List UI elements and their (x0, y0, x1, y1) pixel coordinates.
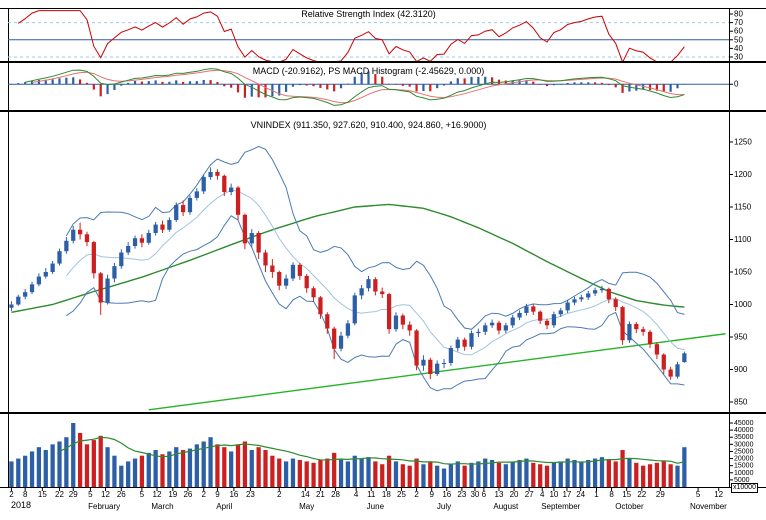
svg-text:950: 950 (734, 333, 748, 342)
svg-text:40: 40 (734, 44, 743, 53)
volume-unit-label: x10000 (731, 483, 758, 493)
svg-text:2: 2 (414, 490, 419, 499)
svg-text:10: 10 (549, 490, 558, 499)
bollinger-bands (65, 145, 685, 392)
svg-text:50: 50 (734, 35, 743, 44)
volume-moving-average (59, 436, 685, 465)
svg-text:5: 5 (140, 490, 145, 499)
svg-text:22: 22 (637, 490, 646, 499)
svg-text:13: 13 (495, 490, 504, 499)
svg-text:17: 17 (562, 490, 571, 499)
svg-text:30: 30 (734, 53, 743, 62)
svg-text:9: 9 (215, 490, 220, 499)
svg-text:25000: 25000 (734, 448, 754, 455)
candlestick-series (9, 167, 687, 380)
svg-text:1150: 1150 (734, 203, 752, 212)
svg-text:900: 900 (734, 365, 748, 374)
svg-text:60: 60 (734, 27, 743, 36)
svg-text:May: May (299, 502, 314, 511)
rsi-line (18, 10, 685, 61)
svg-text:1100: 1100 (734, 235, 752, 244)
svg-text:70: 70 (734, 18, 743, 27)
svg-text:8: 8 (23, 490, 28, 499)
rsi-reference-lines (8, 22, 729, 58)
svg-text:28: 28 (331, 490, 340, 499)
svg-text:September: September (541, 502, 580, 511)
x-axis-labels: 2 8 15 22 29 5 12 26 5 12 19 26 2 9 16 23 2 14 21 28 4 11 18 25… (9, 488, 727, 511)
svg-text:4: 4 (540, 490, 545, 499)
svg-text:2: 2 (9, 490, 14, 499)
svg-text:August: August (493, 502, 519, 511)
svg-text:25: 25 (397, 490, 406, 499)
svg-text:23: 23 (457, 490, 466, 499)
volume-axis-labels: 5000100001500020000250003000035000400004… (729, 420, 754, 484)
svg-text:850: 850 (734, 398, 748, 407)
svg-text:27: 27 (525, 490, 534, 499)
svg-text:16: 16 (229, 490, 238, 499)
svg-text:23: 23 (246, 490, 255, 499)
svg-text:21: 21 (316, 490, 325, 499)
svg-text:10000: 10000 (734, 470, 754, 477)
svg-text:9: 9 (429, 490, 434, 499)
svg-text:2: 2 (201, 490, 206, 499)
svg-text:2: 2 (277, 490, 282, 499)
volume-bars (9, 423, 687, 487)
svg-text:12: 12 (714, 490, 723, 499)
svg-text:April: April (216, 502, 232, 511)
panel-separators (0, 8, 766, 488)
x-axis-year-label: 2018 (11, 500, 32, 510)
svg-text:29: 29 (656, 490, 665, 499)
svg-text:20: 20 (510, 490, 519, 499)
svg-text:November: November (690, 502, 727, 511)
svg-text:4: 4 (354, 490, 359, 499)
macd-signal-line (31, 69, 685, 104)
svg-text:8: 8 (609, 490, 614, 499)
svg-text:0: 0 (734, 80, 739, 89)
price-axis-labels: 850 900 950 1000 1050 1100 1150 1200 1250 (729, 138, 752, 407)
svg-text:15: 15 (622, 490, 631, 499)
svg-text:February: February (88, 502, 120, 511)
svg-text:22: 22 (55, 490, 64, 499)
svg-text:40000: 40000 (734, 427, 754, 434)
svg-text:14: 14 (301, 490, 310, 499)
svg-text:15000: 15000 (734, 463, 754, 470)
macd-axis-labels: 0 (729, 80, 739, 89)
svg-text:26: 26 (117, 490, 126, 499)
long-moving-average (11, 203, 685, 313)
svg-text:October: October (615, 502, 644, 511)
svg-text:1250: 1250 (734, 138, 752, 147)
svg-text:26: 26 (183, 490, 192, 499)
svg-text:June: June (367, 502, 385, 511)
svg-text:March: March (151, 502, 173, 511)
svg-text:19: 19 (168, 490, 177, 499)
svg-text:July: July (437, 502, 451, 511)
svg-text:1050: 1050 (734, 268, 752, 277)
macd-line (25, 68, 685, 106)
svg-text:80: 80 (734, 10, 743, 19)
svg-text:12: 12 (101, 490, 110, 499)
svg-text:1200: 1200 (734, 170, 752, 179)
svg-text:12: 12 (153, 490, 162, 499)
svg-text:16: 16 (442, 490, 451, 499)
svg-text:5: 5 (696, 490, 701, 499)
svg-text:6: 6 (482, 490, 487, 499)
svg-text:1: 1 (594, 490, 599, 499)
svg-text:30000: 30000 (734, 441, 754, 448)
svg-text:11: 11 (367, 490, 376, 499)
svg-text:29: 29 (69, 490, 78, 499)
svg-text:15: 15 (38, 490, 47, 499)
svg-text:1000: 1000 (734, 300, 752, 309)
svg-text:18: 18 (382, 490, 391, 499)
svg-text:5: 5 (88, 490, 93, 499)
svg-text:20000: 20000 (734, 456, 754, 463)
svg-text:5000: 5000 (734, 477, 750, 484)
svg-text:24: 24 (576, 490, 585, 499)
svg-text:35000: 35000 (734, 434, 754, 441)
svg-text:45000: 45000 (734, 420, 754, 427)
svg-text:30: 30 (470, 490, 479, 499)
